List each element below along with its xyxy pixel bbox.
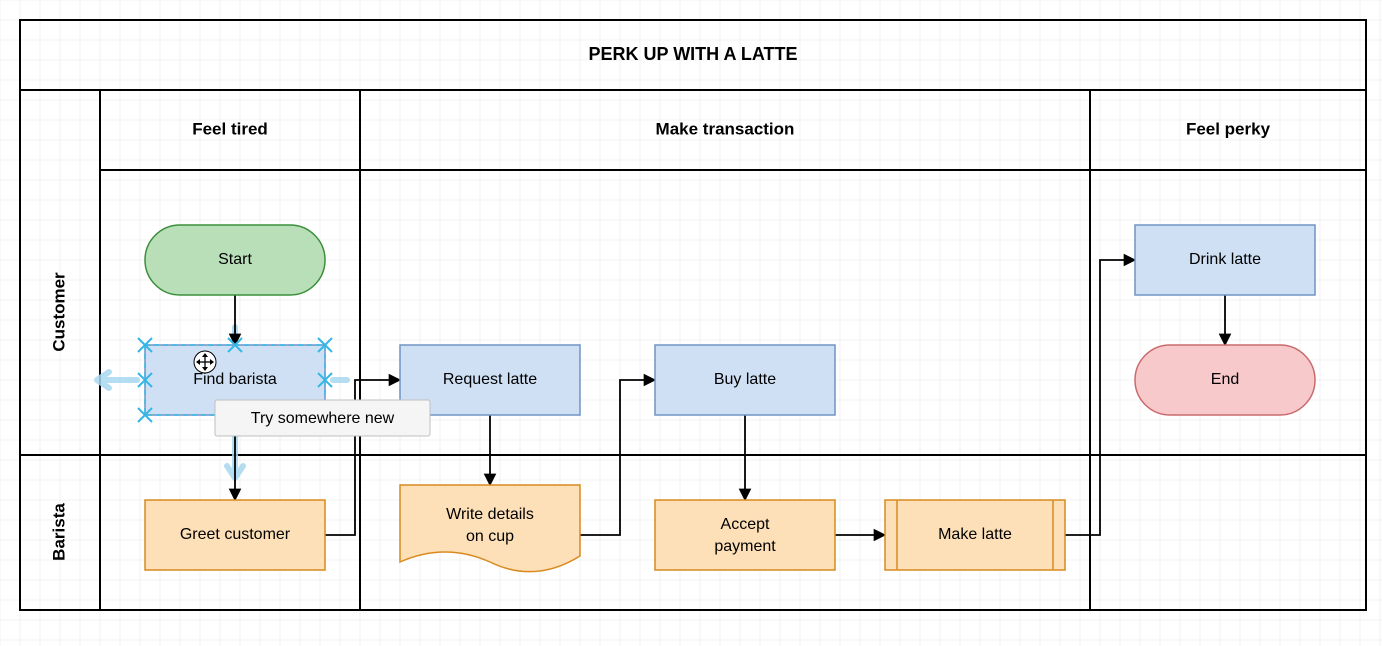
phase-header: Make transaction (656, 119, 795, 138)
diagram-canvas[interactable]: PERK UP WITH A LATTE Feel tired Make trans… (0, 0, 1382, 646)
move-cursor-icon (194, 351, 216, 373)
phase-header: Feel tired (192, 119, 268, 138)
node-label: Find barista (193, 371, 277, 388)
node-label: Write details (446, 506, 534, 523)
node-accept[interactable]: Accept payment (655, 500, 835, 570)
lane-label: Barista (49, 503, 68, 561)
node-make[interactable]: Make latte (885, 500, 1065, 570)
node-label: Make latte (938, 526, 1012, 543)
node-end[interactable]: End (1135, 345, 1315, 415)
node-label: End (1211, 371, 1239, 388)
node-start[interactable]: Start (145, 225, 325, 295)
node-greet[interactable]: Greet customer (145, 500, 325, 570)
node-label: Request latte (443, 371, 537, 388)
node-label: Start (218, 251, 252, 268)
tooltip: Try somewhere new (215, 400, 430, 436)
tooltip-text: Try somewhere new (251, 410, 395, 427)
lane-label: Customer (49, 272, 68, 352)
pool-title: PERK UP WITH A LATTE (589, 44, 798, 64)
node-drink[interactable]: Drink latte (1135, 225, 1315, 295)
node-label: Drink latte (1189, 251, 1261, 268)
node-label: Accept (721, 516, 770, 533)
phase-header: Feel perky (1186, 119, 1271, 138)
node-label: payment (714, 538, 776, 555)
node-label: on cup (466, 528, 514, 545)
node-label: Buy latte (714, 371, 776, 388)
node-buy[interactable]: Buy latte (655, 345, 835, 415)
node-label: Greet customer (180, 526, 291, 543)
